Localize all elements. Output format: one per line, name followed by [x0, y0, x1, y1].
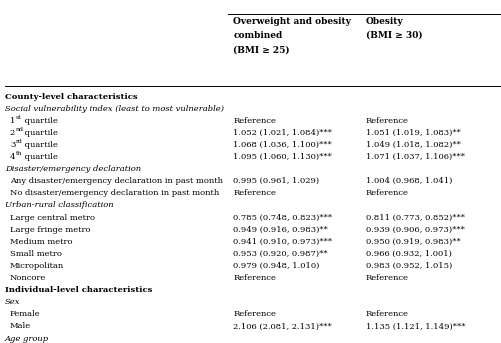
Text: 0.953 (0.920, 0.987)**: 0.953 (0.920, 0.987)** [233, 250, 328, 258]
Text: 1.068 (1.036, 1.100)***: 1.068 (1.036, 1.100)*** [233, 141, 332, 149]
Text: Overweight and obesity: Overweight and obesity [233, 17, 351, 26]
Text: No disaster/emergency declaration in past month: No disaster/emergency declaration in pas… [10, 189, 219, 197]
Text: quartile: quartile [22, 117, 58, 125]
Text: quartile: quartile [22, 129, 58, 137]
Text: 3: 3 [10, 141, 16, 149]
Text: Disaster/emergency declaration: Disaster/emergency declaration [5, 165, 141, 173]
Text: Reference: Reference [366, 310, 409, 318]
Text: Reference: Reference [366, 189, 409, 197]
Text: 1.071 (1.037, 1.106)***: 1.071 (1.037, 1.106)*** [366, 153, 465, 161]
Text: Reference: Reference [366, 117, 409, 125]
Text: 0.785 (0.748, 0.823)***: 0.785 (0.748, 0.823)*** [233, 213, 333, 222]
Text: 2.106 (2.081, 2.131)***: 2.106 (2.081, 2.131)*** [233, 322, 332, 330]
Text: 2: 2 [10, 129, 15, 137]
Text: Large fringe metro: Large fringe metro [10, 226, 90, 234]
Text: Obesity: Obesity [366, 17, 403, 26]
Text: 0.979 (0.948, 1.010): 0.979 (0.948, 1.010) [233, 262, 320, 270]
Text: Micropolitan: Micropolitan [10, 262, 64, 270]
Text: Reference: Reference [233, 189, 276, 197]
Text: combined: combined [233, 31, 283, 40]
Text: quartile: quartile [22, 141, 58, 149]
Text: Reference: Reference [233, 274, 276, 282]
Text: Urban-rural classification: Urban-rural classification [5, 201, 114, 210]
Text: Age group: Age group [5, 334, 49, 343]
Text: 0.950 (0.919, 0.983)**: 0.950 (0.919, 0.983)** [366, 238, 460, 246]
Text: rd: rd [16, 139, 23, 144]
Text: Large central metro: Large central metro [10, 213, 95, 222]
Text: 1.095 (1.060, 1.130)***: 1.095 (1.060, 1.130)*** [233, 153, 332, 161]
Text: 0.995 (0.961, 1.029): 0.995 (0.961, 1.029) [233, 177, 320, 185]
Text: Individual-level characteristics: Individual-level characteristics [5, 286, 152, 294]
Text: 1.135 (1.121, 1.149)***: 1.135 (1.121, 1.149)*** [366, 322, 465, 330]
Text: (BMI ≥ 30): (BMI ≥ 30) [366, 31, 422, 40]
Text: Male: Male [10, 322, 31, 330]
Text: Medium metro: Medium metro [10, 238, 73, 246]
Text: 0.949 (0.916, 0.983)**: 0.949 (0.916, 0.983)** [233, 226, 328, 234]
Text: Small metro: Small metro [10, 250, 62, 258]
Text: 1.051 (1.019, 1.083)**: 1.051 (1.019, 1.083)** [366, 129, 461, 137]
Text: Reference: Reference [233, 117, 276, 125]
Text: Sex: Sex [5, 298, 21, 306]
Text: st: st [16, 115, 22, 120]
Text: Social vulnerability index (least to most vulnerable): Social vulnerability index (least to mos… [5, 105, 224, 113]
Text: Reference: Reference [233, 310, 276, 318]
Text: 0.983 (0.952, 1.015): 0.983 (0.952, 1.015) [366, 262, 452, 270]
Text: 0.811 (0.773, 0.852)***: 0.811 (0.773, 0.852)*** [366, 213, 465, 222]
Text: Any disaster/emergency declaration in past month: Any disaster/emergency declaration in pa… [10, 177, 223, 185]
Text: 0.939 (0.906, 0.973)***: 0.939 (0.906, 0.973)*** [366, 226, 465, 234]
Text: Noncore: Noncore [10, 274, 46, 282]
Text: 1.004 (0.968, 1.041): 1.004 (0.968, 1.041) [366, 177, 452, 185]
Text: Reference: Reference [366, 274, 409, 282]
Text: nd: nd [16, 127, 24, 132]
Text: 0.941 (0.910, 0.973)***: 0.941 (0.910, 0.973)*** [233, 238, 333, 246]
Text: 1.049 (1.018, 1.082)**: 1.049 (1.018, 1.082)** [366, 141, 461, 149]
Text: 1: 1 [10, 117, 16, 125]
Text: Female: Female [10, 310, 41, 318]
Text: 4: 4 [10, 153, 16, 161]
Text: (BMI ≥ 25): (BMI ≥ 25) [233, 45, 290, 54]
Text: quartile: quartile [22, 153, 58, 161]
Text: County-level characteristics: County-level characteristics [5, 93, 138, 100]
Text: th: th [16, 151, 23, 156]
Text: 1.052 (1.021, 1.084)***: 1.052 (1.021, 1.084)*** [233, 129, 332, 137]
Text: 0.966 (0.932, 1.001): 0.966 (0.932, 1.001) [366, 250, 452, 258]
